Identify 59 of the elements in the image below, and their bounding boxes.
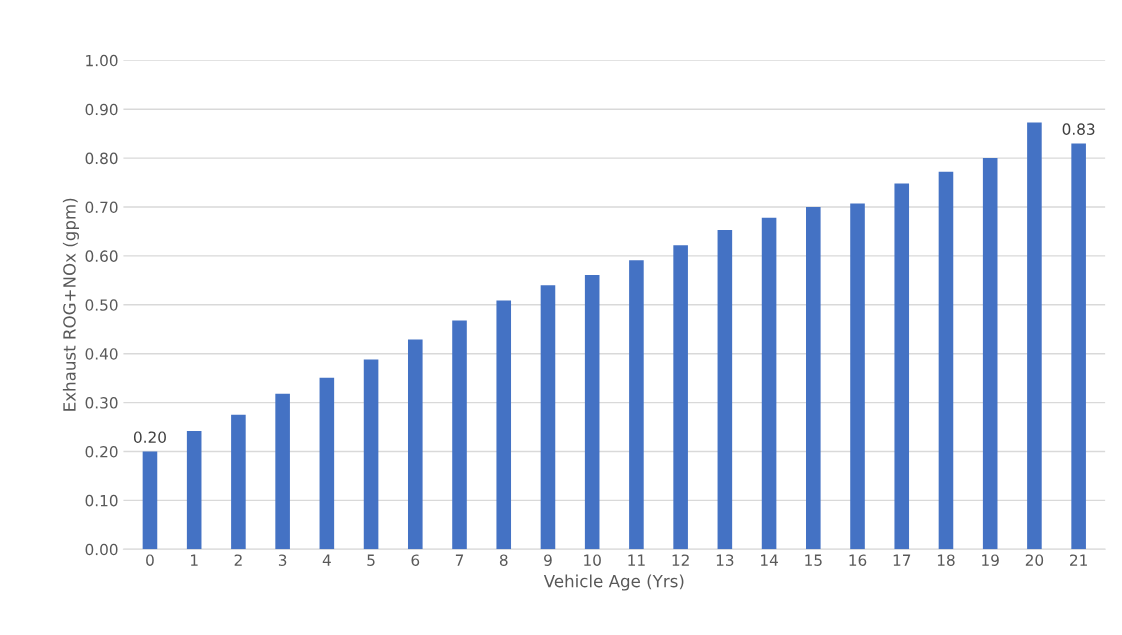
x-tick-label: 9	[544, 554, 552, 566]
x-tick-label: 13	[716, 554, 734, 566]
x-tick-label: 21	[1070, 554, 1087, 566]
x-tick-label: 1	[190, 554, 198, 566]
x-axis-title: Vehicle Age (Yrs)	[543, 574, 684, 591]
y-tick-label: 0.90	[85, 103, 118, 116]
bar	[717, 229, 733, 550]
bar	[850, 203, 865, 550]
x-tick-label: 15	[805, 554, 822, 566]
x-tick-label: 4	[322, 554, 331, 566]
x-tick-label: 10	[584, 554, 601, 566]
bar	[363, 359, 379, 550]
bar	[540, 285, 556, 550]
data-label: 0.20	[133, 431, 166, 443]
bar	[629, 260, 644, 550]
y-tick-label: 0.30	[85, 397, 118, 409]
bar	[231, 414, 246, 550]
y-axis-title: Exhaust ROG+NOx (gpm)	[62, 198, 79, 411]
bar	[452, 320, 467, 550]
x-tick-label: 16	[849, 554, 867, 566]
y-tick-label: 0.00	[85, 543, 118, 556]
bar	[142, 451, 158, 550]
y-tick-label: 0.60	[85, 250, 118, 262]
y-tick-label: 0.20	[85, 445, 118, 458]
bar	[275, 393, 290, 550]
x-tick-label: 5	[367, 554, 375, 566]
bar	[1027, 122, 1042, 550]
x-tick-label: 7	[455, 554, 464, 566]
bar	[806, 207, 821, 550]
y-tick-label: 0.40	[85, 348, 118, 360]
x-tick-label: 17	[893, 554, 911, 566]
x-tick-label: 14	[761, 554, 778, 566]
bar	[407, 339, 423, 550]
x-tick-label: 6	[411, 554, 420, 566]
bar	[938, 171, 954, 550]
bar	[673, 245, 688, 550]
data-label: 0.83	[1062, 123, 1095, 135]
bar	[584, 274, 600, 550]
y-tick-label: 0.50	[85, 299, 118, 311]
x-tick-label: 8	[499, 554, 508, 566]
bar	[894, 183, 910, 550]
x-tick-label: 2	[234, 554, 242, 566]
bar	[496, 300, 512, 550]
bar	[761, 217, 777, 550]
x-tick-label: 19	[982, 554, 999, 566]
bar	[982, 158, 998, 550]
y-tick-label: 0.80	[85, 152, 118, 165]
x-tick-label: 18	[937, 554, 955, 566]
y-tick-label: 0.70	[85, 201, 118, 214]
bar	[319, 377, 335, 550]
bar	[186, 430, 202, 550]
x-tick-label: 0	[146, 554, 154, 566]
bar	[1071, 143, 1086, 550]
x-tick-label: 12	[672, 554, 689, 566]
y-tick-label: 0.10	[85, 494, 118, 507]
x-tick-label: 20	[1025, 554, 1044, 566]
x-tick-label: 3	[278, 554, 287, 566]
y-tick-label: 1.00	[86, 54, 118, 67]
x-tick-label: 11	[628, 554, 645, 566]
